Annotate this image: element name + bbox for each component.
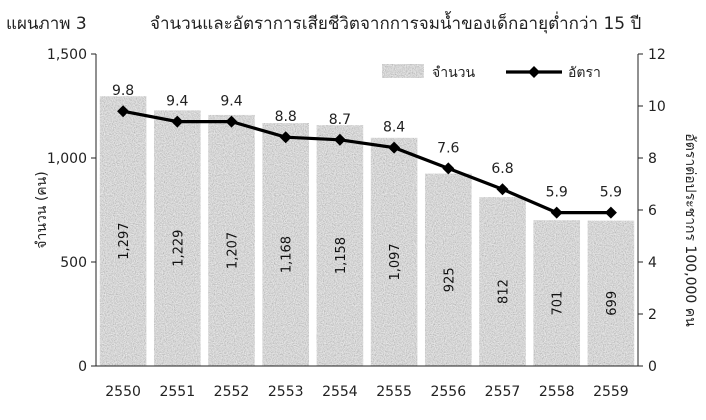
right-tick-label: 12 xyxy=(648,47,666,63)
bar-label-2557: 812 xyxy=(497,279,512,304)
rate-label-2558: 5.9 xyxy=(546,185,568,201)
bar-2550 xyxy=(99,96,147,366)
legend-bar-label: จำนวน xyxy=(432,65,475,81)
rate-point-2552 xyxy=(225,115,238,128)
bar-label-2553: 1,168 xyxy=(280,236,295,273)
rate-point-2558 xyxy=(550,206,563,219)
left-tick-label: 1,000 xyxy=(47,151,87,167)
right-tick-label: 0 xyxy=(648,359,657,375)
x-tick-label-2552: 2552 xyxy=(214,384,250,400)
bar-label-2559: 699 xyxy=(605,291,620,316)
rate-label-2552: 9.4 xyxy=(220,94,242,110)
x-tick-label-2551: 2551 xyxy=(159,384,195,400)
bar-2554 xyxy=(316,125,364,366)
bar-label-2554: 1,158 xyxy=(334,237,349,274)
x-tick-label-2555: 2555 xyxy=(376,384,412,400)
legend-line-label: อัตรา xyxy=(568,65,601,81)
x-tick-label-2550: 2550 xyxy=(105,384,141,400)
x-tick-label-2559: 2559 xyxy=(593,384,629,400)
labels-layer: 9.8 9.4 9.4 8.8 8.7 8.4 7.6 6.8 5.9 5.9 1,297 1,229… xyxy=(112,83,622,316)
left-tick-label: 500 xyxy=(60,255,87,271)
y-axis-title: จำนวน (คน) xyxy=(34,171,50,248)
rate-label-2555: 8.4 xyxy=(383,120,405,136)
x-tick-label-2553: 2553 xyxy=(268,384,304,400)
rate-label-2556: 7.6 xyxy=(437,140,459,156)
bar-2558 xyxy=(533,220,581,366)
rate-point-2554 xyxy=(333,133,346,146)
rate-point-2559 xyxy=(604,206,617,219)
x-tick-label-2554: 2554 xyxy=(322,384,358,400)
rate-label-2554: 8.7 xyxy=(329,112,351,128)
rate-point-2553 xyxy=(279,131,292,144)
axes-layer: 0 500 1,000 1,500 0 2 4 6 8 10 12 2550 2551 2552 2553 2… xyxy=(34,47,698,400)
right-tick-label: 6 xyxy=(648,203,657,219)
figure-label: แผนภาพ 3 xyxy=(6,14,87,34)
bar-label-2550: 1,297 xyxy=(117,223,132,260)
left-tick-label: 1,500 xyxy=(47,47,87,63)
bar-2556 xyxy=(424,173,472,366)
x-tick-label-2556: 2556 xyxy=(430,384,466,400)
legend-bar-swatch xyxy=(382,64,424,78)
legend-line-marker xyxy=(528,66,540,78)
rate-label-2557: 6.8 xyxy=(491,161,513,177)
bar-label-2551: 1,229 xyxy=(171,230,186,267)
bar-label-2555: 1,097 xyxy=(388,243,403,280)
legend: จำนวน อัตรา xyxy=(382,64,601,81)
rate-label-2550: 9.8 xyxy=(112,83,134,99)
bar-label-2558: 701 xyxy=(551,291,566,316)
bar-label-2552: 1,207 xyxy=(226,232,241,269)
rate-label-2553: 8.8 xyxy=(275,109,297,125)
right-tick-label: 8 xyxy=(648,151,657,167)
right-tick-label: 10 xyxy=(648,99,666,115)
rate-series-line xyxy=(122,109,611,215)
bar-2551 xyxy=(153,110,201,366)
rate-point-2551 xyxy=(171,115,184,128)
rate-label-2551: 9.4 xyxy=(166,94,188,110)
rate-point-2550 xyxy=(117,105,130,118)
rate-point-2556 xyxy=(442,162,455,175)
y2-axis-title: อัตราต่อประชากร 100,000 คน xyxy=(682,133,698,327)
bar-2555 xyxy=(370,137,418,366)
bar-2557 xyxy=(479,197,526,366)
x-tick-label-2557: 2557 xyxy=(485,384,521,400)
right-tick-label: 4 xyxy=(648,255,657,271)
bars-layer xyxy=(99,96,635,366)
left-tick-label: 0 xyxy=(78,359,87,375)
x-tick-label-2558: 2558 xyxy=(539,384,575,400)
rate-label-2559: 5.9 xyxy=(600,185,622,201)
line-layer xyxy=(117,105,617,219)
bar-label-2556: 925 xyxy=(442,267,457,292)
bar-2553 xyxy=(262,123,310,366)
rate-point-2555 xyxy=(388,141,401,154)
right-tick-label: 2 xyxy=(648,307,657,323)
rate-point-2557 xyxy=(496,183,509,196)
bar-2559 xyxy=(587,220,635,366)
bar-2552 xyxy=(208,114,255,366)
chart-title: จำนวนและอัตราการเสียชีวิตจากการจมน้ำของเ… xyxy=(150,14,642,34)
